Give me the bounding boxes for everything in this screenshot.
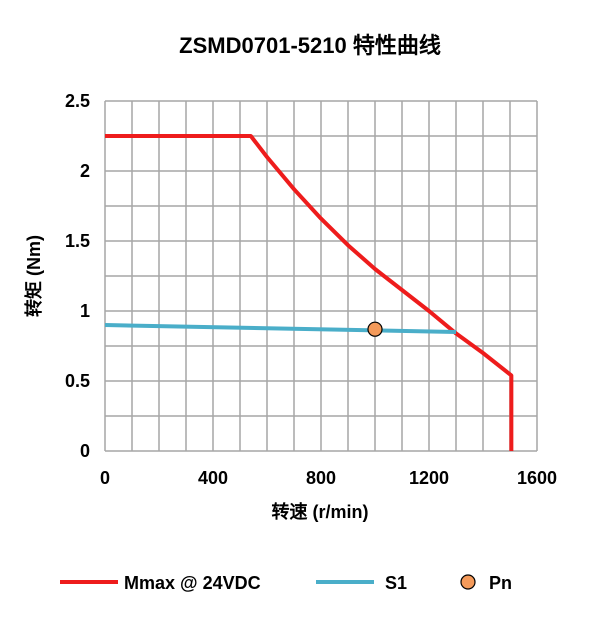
chart-title: ZSMD0701-5210 特性曲线 xyxy=(179,33,441,58)
x-tick-label: 1600 xyxy=(517,468,557,488)
data-point-pn xyxy=(367,321,383,337)
series-line-mmax-24vdc xyxy=(105,134,514,451)
x-tick-label: 1200 xyxy=(409,468,449,488)
y-axis-label: 转矩 (Nm) xyxy=(23,235,44,317)
legend-label-s1: S1 xyxy=(385,573,407,593)
y-tick-label: 1 xyxy=(80,301,90,321)
x-tick-label: 800 xyxy=(306,468,336,488)
y-tick-label: 0 xyxy=(80,441,90,461)
y-tick-label: 2 xyxy=(80,161,90,181)
legend-swatch-pn xyxy=(460,574,476,590)
x-axis-label: 转速 (r/min) xyxy=(272,501,369,522)
grid-layer xyxy=(104,100,538,452)
x-tick-label: 0 xyxy=(100,468,110,488)
tick-layer: 0 400 800 1200 1600 0 0.5 1 1.5 2 2.5 xyxy=(65,91,557,488)
y-tick-label: 2.5 xyxy=(65,91,90,111)
y-tick-label: 0.5 xyxy=(65,371,90,391)
legend-label-mmax-24vdc: Mmax @ 24VDC xyxy=(124,573,261,593)
legend-label-pn: Pn xyxy=(489,573,512,593)
legend: Mmax @ 24VDC S1 Pn xyxy=(60,573,512,593)
series-line-s1 xyxy=(104,323,457,334)
x-tick-label: 400 xyxy=(198,468,228,488)
y-tick-label: 1.5 xyxy=(65,231,90,251)
series-layer xyxy=(104,134,514,451)
